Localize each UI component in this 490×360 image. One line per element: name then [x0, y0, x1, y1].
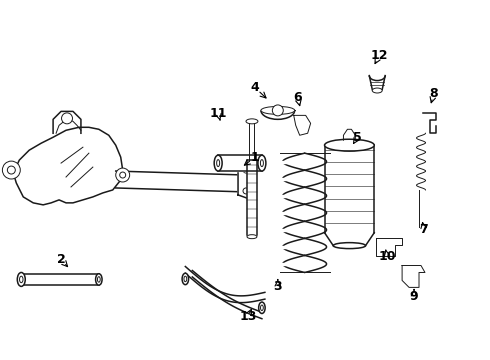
- Ellipse shape: [96, 274, 102, 285]
- Polygon shape: [324, 145, 374, 233]
- Ellipse shape: [214, 155, 222, 171]
- Ellipse shape: [372, 88, 382, 93]
- Polygon shape: [218, 155, 262, 171]
- Circle shape: [272, 105, 283, 116]
- Ellipse shape: [182, 273, 189, 285]
- Text: 12: 12: [370, 49, 388, 62]
- Ellipse shape: [247, 235, 257, 239]
- Polygon shape: [324, 233, 374, 246]
- Text: 3: 3: [273, 280, 282, 293]
- Text: 2: 2: [57, 253, 66, 266]
- Circle shape: [62, 113, 73, 124]
- Ellipse shape: [324, 139, 374, 151]
- Polygon shape: [249, 123, 254, 160]
- Text: 9: 9: [410, 290, 418, 303]
- Circle shape: [7, 166, 15, 174]
- Text: 5: 5: [353, 131, 362, 144]
- Polygon shape: [247, 160, 257, 235]
- Circle shape: [120, 172, 125, 178]
- Polygon shape: [185, 266, 265, 303]
- Ellipse shape: [217, 159, 220, 167]
- Ellipse shape: [258, 155, 266, 171]
- Text: 6: 6: [294, 91, 302, 104]
- Ellipse shape: [184, 276, 187, 282]
- Text: 7: 7: [419, 223, 428, 236]
- Polygon shape: [238, 163, 252, 200]
- Text: 13: 13: [239, 310, 257, 323]
- Ellipse shape: [17, 273, 25, 287]
- Polygon shape: [192, 270, 262, 319]
- Ellipse shape: [246, 119, 258, 124]
- Ellipse shape: [259, 302, 265, 314]
- Text: 1: 1: [250, 150, 259, 164]
- Circle shape: [116, 168, 130, 182]
- Polygon shape: [294, 115, 311, 135]
- Circle shape: [2, 161, 20, 179]
- Text: 4: 4: [250, 81, 259, 94]
- Ellipse shape: [261, 305, 263, 311]
- Text: 8: 8: [430, 87, 438, 100]
- Ellipse shape: [333, 243, 366, 249]
- Text: 11: 11: [209, 107, 227, 120]
- Polygon shape: [116, 171, 245, 192]
- Polygon shape: [13, 127, 122, 205]
- Text: 10: 10: [378, 250, 396, 263]
- Ellipse shape: [261, 107, 294, 114]
- Polygon shape: [21, 274, 99, 285]
- Polygon shape: [402, 266, 425, 287]
- Circle shape: [243, 188, 249, 194]
- Ellipse shape: [20, 276, 23, 283]
- Circle shape: [243, 167, 249, 173]
- Ellipse shape: [98, 277, 100, 282]
- Polygon shape: [376, 238, 402, 256]
- Ellipse shape: [260, 159, 264, 167]
